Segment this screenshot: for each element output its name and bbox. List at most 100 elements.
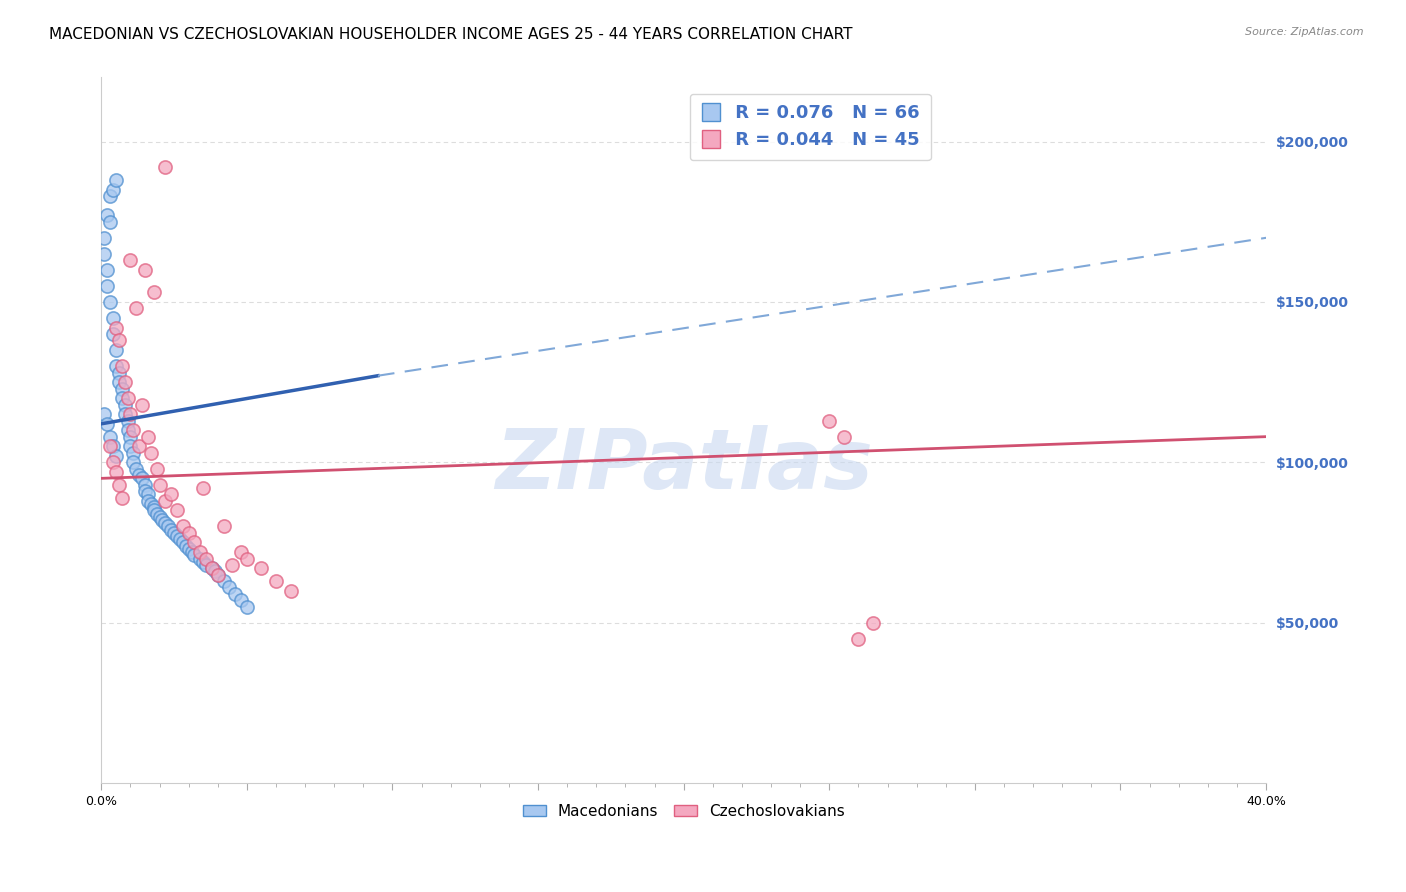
Point (172, 535, 194, 549)
Point (93, 231, 115, 245)
Point (818, 414, 841, 428)
Point (212, 519, 235, 533)
Point (101, 326, 124, 341)
Point (201, 561, 224, 575)
Point (177, 525, 200, 540)
Point (101, 455, 124, 469)
Point (139, 497, 162, 511)
Point (117, 423, 139, 437)
Point (848, 632, 870, 646)
Point (174, 539, 197, 553)
Point (128, 468, 150, 483)
Point (832, 430, 855, 444)
Point (193, 481, 215, 495)
Point (166, 503, 188, 517)
Point (96, 208, 118, 222)
Point (131, 471, 153, 485)
Point (236, 551, 259, 566)
Point (134, 263, 156, 277)
Point (117, 414, 139, 428)
Point (128, 439, 150, 453)
Point (195, 558, 218, 572)
Point (120, 439, 142, 453)
Point (125, 301, 148, 316)
Point (201, 561, 224, 575)
Legend: Macedonians, Czechoslovakians: Macedonians, Czechoslovakians (516, 797, 851, 825)
Point (188, 545, 211, 559)
Point (122, 446, 145, 460)
Point (136, 493, 159, 508)
Point (155, 493, 177, 508)
Point (193, 555, 215, 569)
Point (107, 375, 129, 389)
Point (98, 430, 121, 444)
Point (142, 500, 165, 515)
Point (104, 449, 127, 463)
Point (98, 189, 121, 203)
Point (204, 565, 226, 579)
Point (155, 516, 177, 531)
Point (104, 320, 127, 334)
Point (111, 359, 134, 373)
Point (111, 491, 134, 505)
Point (145, 507, 167, 521)
Point (104, 465, 127, 479)
Point (148, 477, 170, 491)
Point (107, 334, 129, 348)
Point (229, 593, 252, 607)
Point (104, 173, 127, 187)
Point (862, 615, 884, 630)
Point (93, 247, 115, 261)
Point (120, 430, 142, 444)
Point (218, 581, 240, 595)
Text: ZIPatlas: ZIPatlas (495, 425, 873, 506)
Point (183, 549, 205, 563)
Point (134, 484, 156, 499)
Point (172, 519, 194, 533)
Point (180, 545, 202, 559)
Point (101, 439, 124, 453)
Point (188, 551, 211, 566)
Point (98, 439, 121, 453)
Point (111, 391, 134, 405)
Point (280, 583, 302, 598)
Point (122, 455, 145, 469)
Point (142, 285, 165, 300)
Point (148, 509, 170, 524)
Point (155, 160, 177, 174)
Point (98, 295, 121, 310)
Point (139, 446, 162, 460)
Point (142, 503, 165, 517)
Point (183, 535, 205, 549)
Point (114, 407, 136, 421)
Point (177, 541, 200, 556)
Point (120, 407, 142, 421)
Point (96, 279, 118, 293)
Point (117, 391, 139, 405)
Point (101, 310, 124, 325)
Point (221, 558, 243, 572)
Point (107, 477, 129, 491)
Point (160, 487, 183, 501)
Point (264, 574, 287, 588)
Point (236, 599, 259, 614)
Point (169, 533, 191, 547)
Point (160, 523, 183, 537)
Point (229, 545, 252, 559)
Point (93, 407, 115, 421)
Point (114, 375, 136, 389)
Point (212, 574, 235, 588)
Point (157, 519, 180, 533)
Point (114, 398, 136, 412)
Point (125, 461, 148, 475)
Point (207, 567, 229, 582)
Point (152, 513, 174, 527)
Point (134, 477, 156, 491)
Point (107, 366, 129, 380)
Text: Source: ZipAtlas.com: Source: ZipAtlas.com (1246, 27, 1364, 37)
Point (104, 359, 127, 373)
Point (224, 587, 246, 601)
Point (104, 343, 127, 357)
Text: MACEDONIAN VS CZECHOSLOVAKIAN HOUSEHOLDER INCOME AGES 25 - 44 YEARS CORRELATION : MACEDONIAN VS CZECHOSLOVAKIAN HOUSEHOLDE… (49, 27, 852, 42)
Point (250, 561, 273, 575)
